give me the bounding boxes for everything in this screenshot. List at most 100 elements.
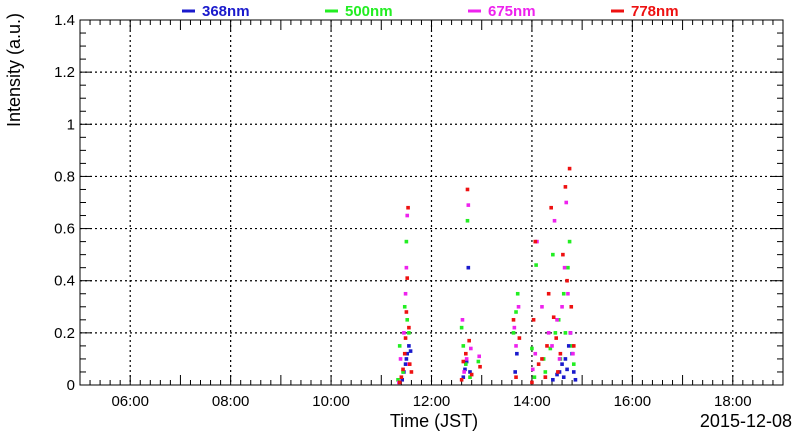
data-point-368nm	[573, 377, 578, 382]
data-point-778nm	[406, 205, 410, 210]
data-point-778nm	[397, 380, 402, 385]
data-point-500nm	[514, 310, 518, 314]
grid	[80, 20, 783, 385]
data-point-778nm	[546, 291, 551, 296]
data-point-500nm	[566, 265, 570, 270]
data-point-778nm	[554, 336, 558, 340]
data-point-675nm	[564, 200, 569, 205]
data-point-368nm	[464, 359, 469, 364]
data-point-368nm	[466, 265, 471, 270]
data-point-368nm	[563, 357, 568, 361]
data-point-675nm	[516, 304, 521, 309]
y-tick-label: 1.2	[54, 64, 75, 81]
data-point-778nm	[536, 362, 541, 366]
data-point-500nm	[567, 239, 572, 244]
data-point-368nm	[566, 344, 571, 348]
data-point-778nm	[403, 336, 408, 340]
data-point-778nm	[404, 310, 409, 314]
data-point-778nm	[478, 364, 482, 369]
y-tick-label: 1	[67, 116, 75, 133]
x-tick-label: 18:00	[714, 393, 752, 410]
x-tick-label: 10:00	[312, 393, 350, 410]
data-point-778nm	[401, 367, 405, 372]
data-points	[396, 166, 578, 385]
data-point-500nm	[511, 331, 516, 335]
data-point-500nm	[530, 346, 534, 351]
data-point-675nm	[546, 331, 551, 335]
data-point-778nm	[563, 185, 568, 189]
data-point-500nm	[464, 362, 468, 366]
data-point-368nm	[515, 351, 519, 356]
data-point-778nm	[464, 351, 468, 356]
date-label: 2015-12-08	[700, 411, 792, 431]
data-point-778nm	[556, 370, 560, 374]
data-point-675nm	[571, 351, 575, 356]
data-point-500nm	[396, 377, 400, 382]
legend-label: 368nm	[202, 3, 250, 20]
legend-label: 500nm	[345, 3, 393, 20]
data-point-500nm	[534, 263, 538, 267]
data-point-500nm	[571, 362, 576, 366]
y-tick-label: 0.2	[54, 325, 75, 342]
y-tick-label: 0.8	[54, 168, 75, 185]
data-point-500nm	[461, 344, 466, 348]
data-point-778nm	[399, 375, 404, 379]
data-point-368nm	[565, 367, 569, 372]
data-point-778nm	[530, 380, 534, 385]
data-point-500nm	[553, 331, 558, 335]
axis-ticks	[79, 19, 784, 386]
data-point-675nm	[512, 325, 517, 330]
data-point-675nm	[555, 318, 559, 322]
data-point-675nm	[562, 265, 567, 270]
data-point-675nm	[530, 367, 535, 372]
data-point-778nm	[561, 252, 565, 257]
data-point-778nm	[514, 375, 518, 379]
data-point-368nm	[404, 357, 409, 361]
data-point-675nm	[405, 213, 410, 218]
data-point-500nm	[407, 331, 411, 335]
data-point-675nm	[560, 304, 564, 309]
data-point-778nm	[558, 351, 563, 356]
data-point-500nm	[543, 370, 548, 374]
data-point-500nm	[459, 325, 464, 330]
x-axis-label: Time (JST)	[390, 411, 478, 431]
data-point-675nm	[464, 357, 469, 361]
data-point-500nm	[561, 291, 566, 296]
data-point-500nm	[551, 252, 555, 257]
data-point-368nm	[405, 351, 410, 356]
legend-label: 778nm	[631, 3, 679, 20]
data-point-675nm	[552, 218, 557, 223]
data-point-778nm	[545, 344, 549, 348]
y-tick-label: 0.6	[54, 221, 75, 238]
y-tick-label: 0.4	[54, 273, 75, 290]
y-tick-label: 0	[67, 377, 75, 394]
data-point-778nm	[459, 377, 464, 382]
data-point-368nm	[571, 370, 576, 374]
x-axis-tick-labels: 06:00 08:00 10:00 12:00 14:00 16:00 18:00	[111, 393, 751, 410]
data-point-675nm	[403, 291, 408, 296]
data-point-778nm	[465, 187, 470, 192]
data-point-368nm	[551, 377, 555, 382]
data-point-675nm	[460, 318, 465, 322]
data-point-368nm	[513, 370, 517, 374]
x-tick-label: 12:00	[413, 393, 451, 410]
x-tick-label: 16:00	[614, 393, 652, 410]
data-point-778nm	[409, 370, 414, 374]
data-point-675nm	[566, 291, 570, 296]
data-point-778nm	[517, 336, 522, 340]
data-point-368nm	[560, 362, 564, 366]
data-point-778nm	[531, 318, 536, 322]
data-point-778nm	[461, 359, 466, 364]
data-point-675nm	[568, 331, 573, 335]
data-point-500nm	[476, 359, 481, 364]
data-point-778nm	[569, 304, 574, 309]
data-point-368nm	[561, 375, 566, 379]
data-point-368nm	[468, 370, 472, 374]
y-tick-label: 1.4	[54, 12, 75, 29]
data-point-675nm	[469, 346, 473, 351]
data-point-778nm	[407, 325, 411, 330]
data-point-675nm	[404, 265, 409, 270]
data-point-675nm	[402, 331, 406, 335]
data-point-500nm	[532, 375, 537, 379]
